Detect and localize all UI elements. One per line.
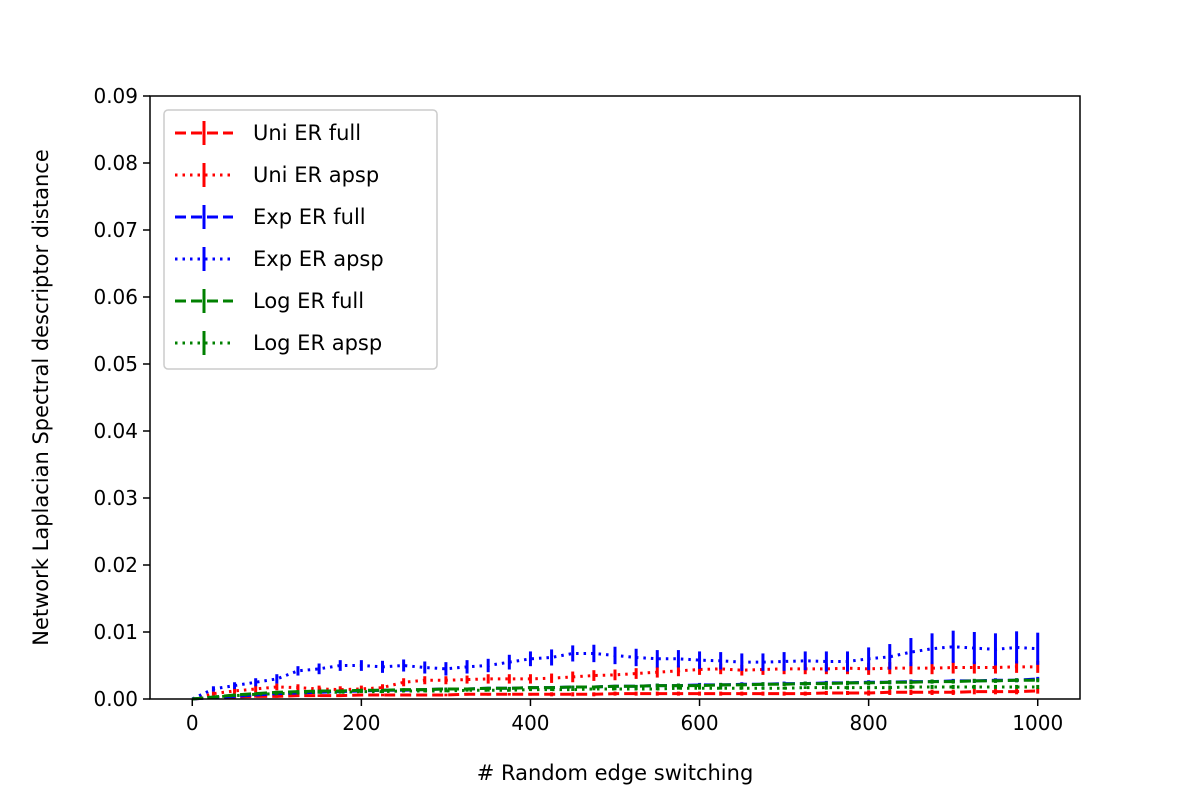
y-tick-label: 0.03 (93, 486, 138, 510)
x-tick-label: 400 (511, 711, 549, 735)
x-tick-label: 800 (850, 711, 888, 735)
series-0 (192, 688, 1040, 701)
legend-label: Uni ER full (253, 121, 361, 145)
series-line (192, 678, 1038, 701)
y-tick-label: 0.09 (93, 84, 138, 108)
legend-item: Uni ER full (175, 121, 361, 145)
x-axis: 0 200 400 600 800 1000 (186, 699, 1063, 735)
series-line (192, 689, 1038, 701)
legend-label: Exp ER full (253, 205, 366, 229)
y-tick-label: 0.08 (93, 151, 138, 175)
x-tick-label: 600 (680, 711, 718, 735)
legend-label: Uni ER apsp (253, 163, 379, 187)
series-line (191, 665, 1038, 701)
y-tick-label: 0.05 (93, 352, 138, 376)
y-tick-label: 0.07 (93, 218, 138, 242)
x-axis-label: # Random edge switching (477, 761, 754, 785)
y-axis-label: Network Laplacian Spectral descriptor di… (29, 149, 53, 645)
legend-label: Log ER apsp (253, 331, 382, 355)
x-tick-label: 200 (342, 711, 380, 735)
y-tick-label: 0.00 (93, 687, 138, 711)
legend-item: Log ER full (175, 289, 364, 313)
legend-item: Log ER apsp (175, 331, 382, 355)
legend-box (163, 109, 438, 370)
legend-item: Exp ER apsp (175, 247, 384, 271)
legend-item: Uni ER apsp (175, 163, 379, 187)
series-3 (191, 630, 1040, 701)
series-line (191, 645, 1038, 701)
x-tick-label: 1000 (1012, 711, 1063, 735)
y-tick-label: 0.04 (93, 419, 138, 443)
x-tick-label: 0 (186, 711, 199, 735)
y-tick-label: 0.06 (93, 285, 138, 309)
legend-label: Log ER full (253, 289, 364, 313)
series-layer (191, 630, 1040, 701)
y-tick-label: 0.02 (93, 553, 138, 577)
legend-label: Exp ER apsp (253, 247, 384, 271)
legend: Uni ER full Uni ER apsp Exp ER full Exp ER … (163, 109, 438, 370)
y-axis: 0.00 0.01 0.02 0.03 0.04 0.05 0.06 0.07 0.08 0.09 (93, 84, 150, 711)
series-4 (192, 678, 1040, 701)
series-5 (192, 684, 1040, 701)
y-tick-label: 0.01 (93, 620, 138, 644)
legend-item: Exp ER full (175, 205, 366, 229)
plot-frame (149, 95, 1081, 700)
